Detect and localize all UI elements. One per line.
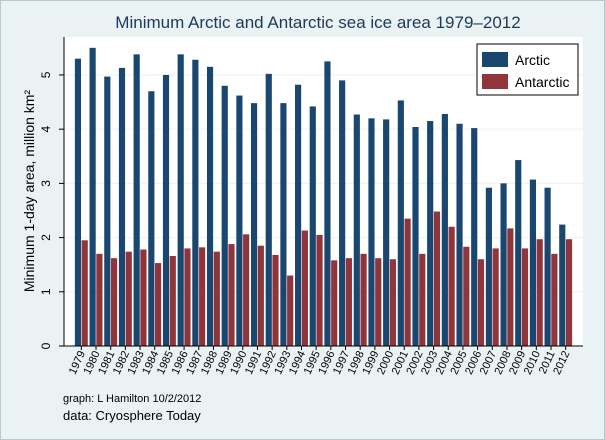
graph-credit: graph: L Hamilton 10/2/2012 [63, 393, 201, 405]
bar-antarctic-1987 [199, 247, 206, 346]
bar-arctic-2006 [471, 128, 478, 346]
bar-antarctic-1986 [184, 248, 191, 346]
x-axis: 1979198019811982198319841985198619871988… [64, 345, 583, 376]
bar-arctic-2004 [441, 113, 448, 346]
bar-antarctic-2000 [389, 259, 396, 346]
bar-antarctic-1980 [96, 253, 103, 346]
bar-arctic-2005 [456, 123, 463, 347]
bar-antarctic-1979 [81, 240, 88, 346]
bar-antarctic-1999 [375, 258, 382, 346]
bar-antarctic-2006 [477, 259, 485, 346]
bar-antarctic-2007 [492, 248, 499, 346]
bar-antarctic-1996 [331, 260, 338, 346]
bar-antarctic-1995 [316, 234, 323, 346]
bar-arctic-2009 [515, 160, 522, 346]
bar-antarctic-1981 [110, 258, 118, 346]
bar-arctic-1980 [89, 47, 96, 347]
bar-arctic-2001 [397, 100, 404, 347]
bar-antarctic-2008 [507, 228, 514, 346]
bar-arctic-2007 [485, 187, 492, 346]
bar-arctic-2003 [427, 121, 434, 346]
y-tick-label: 5 [39, 71, 53, 78]
bar-arctic-1987 [192, 59, 199, 347]
bar-antarctic-1984 [155, 263, 162, 346]
y-tick-label: 0 [39, 342, 53, 349]
bar-arctic-1998 [353, 114, 360, 347]
bar-antarctic-1994 [301, 230, 308, 346]
bar-antarctic-1997 [345, 258, 352, 346]
bar-arctic-2010 [529, 179, 536, 346]
bar-antarctic-1992 [272, 254, 279, 346]
y-tick-label: 1 [39, 288, 53, 295]
bar-arctic-1982 [118, 67, 126, 347]
bar-arctic-1983 [133, 54, 140, 346]
bar-arctic-1992 [265, 73, 272, 347]
bar-antarctic-2002 [419, 253, 426, 346]
bar-antarctic-1998 [360, 253, 367, 346]
bar-arctic-1984 [148, 91, 155, 347]
bar-arctic-2000 [383, 119, 390, 347]
data-credit: data: Cryosphere Today [63, 408, 201, 423]
bar-arctic-1979 [74, 58, 82, 347]
bar-arctic-1991 [250, 103, 258, 346]
bar-arctic-1995 [309, 106, 316, 346]
bar-arctic-1988 [206, 66, 214, 346]
y-tick-label: 3 [39, 180, 53, 187]
bar-arctic-1985 [162, 74, 170, 346]
bar-antarctic-2001 [404, 218, 411, 346]
bar-antarctic-1989 [228, 244, 235, 346]
bar-arctic-2012 [559, 224, 566, 346]
legend-label-antarctic: Antarctic [515, 74, 569, 90]
bar-arctic-1990 [236, 95, 243, 346]
bar-antarctic-2011 [551, 253, 558, 346]
bar-arctic-1997 [339, 80, 346, 347]
bar-antarctic-1988 [213, 251, 220, 346]
bar-antarctic-1985 [169, 256, 176, 346]
bar-antarctic-2010 [536, 239, 543, 346]
bar-arctic-1994 [295, 84, 302, 347]
bar-arctic-2008 [500, 183, 507, 346]
bar-arctic-2002 [412, 126, 419, 347]
bar-arctic-1986 [177, 54, 184, 346]
y-tick-label: 2 [39, 234, 53, 241]
bar-arctic-1993 [280, 103, 287, 346]
bar-antarctic-1993 [287, 275, 294, 346]
legend-swatch-arctic [482, 52, 508, 67]
bar-antarctic-1983 [140, 249, 147, 346]
y-tick-label: 4 [39, 126, 53, 133]
legend-label-arctic: Arctic [515, 52, 550, 68]
bar-antarctic-2003 [433, 211, 441, 346]
bar-antarctic-2004 [448, 226, 455, 346]
chart-title: Minimum Arctic and Antarctic sea ice are… [115, 13, 520, 32]
bar-antarctic-2009 [521, 248, 529, 346]
bar-arctic-1999 [368, 118, 375, 346]
bar-arctic-1981 [104, 76, 111, 346]
bar-antarctic-1982 [125, 251, 132, 346]
bar-arctic-1996 [324, 61, 331, 346]
legend: Arctic Antarctic [476, 43, 579, 96]
legend-swatch-antarctic [482, 74, 508, 89]
bar-antarctic-1991 [257, 245, 264, 346]
bar-arctic-2011 [544, 187, 551, 346]
bar-arctic-1989 [221, 85, 228, 346]
y-axis-label: Minimum 1-day area, million km² [21, 90, 37, 293]
bar-antarctic-2012 [565, 239, 573, 346]
y-axis: 0 1 2 3 4 5 [39, 37, 65, 349]
bars [74, 47, 573, 347]
bar-antarctic-2005 [463, 246, 470, 346]
bar-antarctic-1990 [243, 234, 250, 346]
